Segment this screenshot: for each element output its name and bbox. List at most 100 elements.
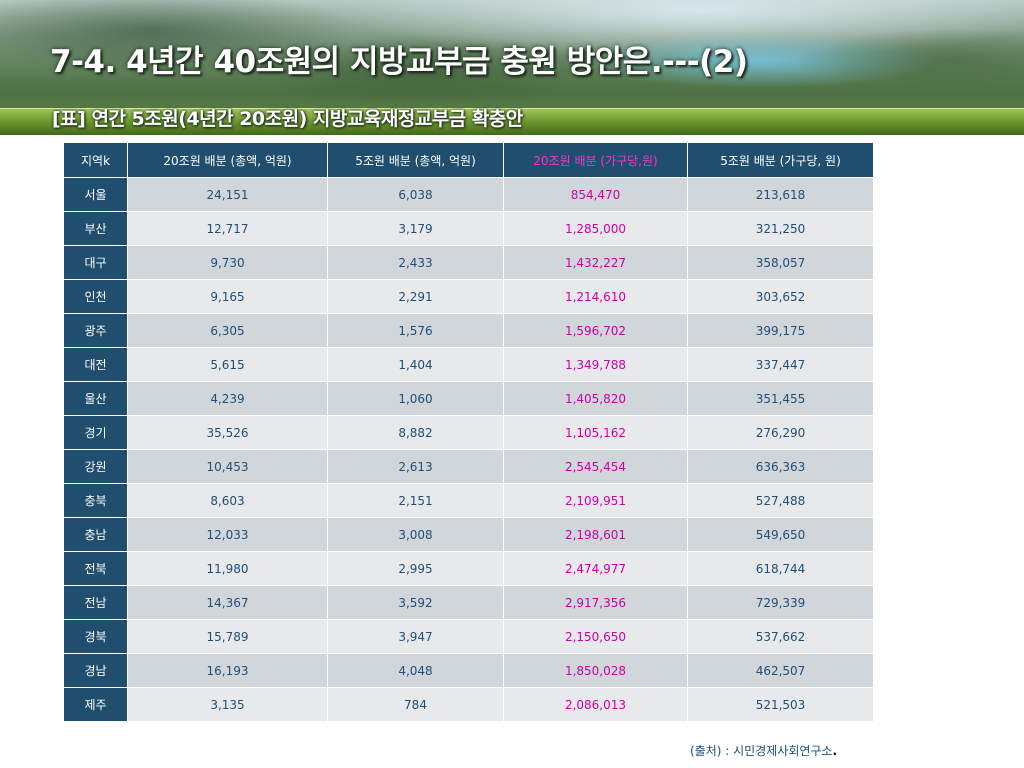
table-row: 제주 3,135 784 2,086,013 521,503	[63, 687, 874, 722]
total-5t-cell: 784	[327, 687, 504, 722]
total-20t-cell: 35,526	[127, 415, 328, 450]
household-20t-cell: 1,214,610	[503, 279, 688, 314]
household-20t-cell: 1,349,788	[503, 347, 688, 382]
household-5t-cell: 521,503	[687, 687, 874, 722]
region-cell: 대전	[63, 347, 128, 382]
household-5t-cell: 729,339	[687, 585, 874, 620]
total-20t-cell: 8,603	[127, 483, 328, 518]
banner-stripe	[0, 108, 1024, 135]
column-header-20t-per-household: 20조원 배분 (가구당,원)	[503, 142, 688, 178]
household-20t-cell: 2,545,454	[503, 449, 688, 484]
household-5t-cell: 337,447	[687, 347, 874, 382]
allocation-table-container: 지역k 20조원 배분 (총액, 억원) 5조원 배분 (총액, 억원) 20조…	[63, 142, 874, 722]
total-20t-cell: 15,789	[127, 619, 328, 654]
household-5t-cell: 462,507	[687, 653, 874, 688]
household-5t-cell: 213,618	[687, 177, 874, 212]
table-row: 대전 5,615 1,404 1,349,788 337,447	[63, 347, 874, 382]
table-body: 서울 24,151 6,038 854,470 213,618 부산 12,717 3,179…	[63, 177, 874, 722]
total-5t-cell: 4,048	[327, 653, 504, 688]
region-cell: 제주	[63, 687, 128, 722]
total-5t-cell: 2,613	[327, 449, 504, 484]
household-5t-cell: 303,652	[687, 279, 874, 314]
total-20t-cell: 9,730	[127, 245, 328, 280]
total-5t-cell: 2,433	[327, 245, 504, 280]
source-text: (출처) : 시민경제사회연구소	[690, 744, 833, 758]
table-row: 강원 10,453 2,613 2,545,454 636,363	[63, 449, 874, 484]
source-dot: .	[832, 744, 838, 758]
total-20t-cell: 24,151	[127, 177, 328, 212]
household-5t-cell: 537,662	[687, 619, 874, 654]
table-row: 경기 35,526 8,882 1,105,162 276,290	[63, 415, 874, 450]
total-20t-cell: 4,239	[127, 381, 328, 416]
table-row: 서울 24,151 6,038 854,470 213,618	[63, 177, 874, 212]
total-5t-cell: 1,404	[327, 347, 504, 382]
region-cell: 대구	[63, 245, 128, 280]
region-cell: 충남	[63, 517, 128, 552]
household-20t-cell: 1,105,162	[503, 415, 688, 450]
household-20t-cell: 1,596,702	[503, 313, 688, 348]
total-20t-cell: 16,193	[127, 653, 328, 688]
household-5t-cell: 399,175	[687, 313, 874, 348]
region-cell: 서울	[63, 177, 128, 212]
total-5t-cell: 1,576	[327, 313, 504, 348]
page-title: 7-4. 4년간 40조원의 지방교부금 충원 방안은.---(2)	[50, 44, 748, 80]
household-5t-cell: 618,744	[687, 551, 874, 586]
total-5t-cell: 3,179	[327, 211, 504, 246]
table-header-row: 지역k 20조원 배분 (총액, 억원) 5조원 배분 (총액, 억원) 20조…	[63, 142, 874, 178]
household-20t-cell: 2,198,601	[503, 517, 688, 552]
household-20t-cell: 1,432,227	[503, 245, 688, 280]
region-cell: 충북	[63, 483, 128, 518]
household-5t-cell: 549,650	[687, 517, 874, 552]
total-5t-cell: 3,008	[327, 517, 504, 552]
region-cell: 전남	[63, 585, 128, 620]
table-row: 충남 12,033 3,008 2,198,601 549,650	[63, 517, 874, 552]
table-row: 울산 4,239 1,060 1,405,820 351,455	[63, 381, 874, 416]
column-header-region: 지역k	[63, 142, 128, 178]
column-header-5t-total: 5조원 배분 (총액, 억원)	[327, 142, 504, 178]
total-20t-cell: 10,453	[127, 449, 328, 484]
total-20t-cell: 12,717	[127, 211, 328, 246]
table-row: 경북 15,789 3,947 2,150,650 537,662	[63, 619, 874, 654]
column-header-5t-per-household: 5조원 배분 (가구당, 원)	[687, 142, 874, 178]
table-row: 전남 14,367 3,592 2,917,356 729,339	[63, 585, 874, 620]
total-20t-cell: 5,615	[127, 347, 328, 382]
column-header-20t-total: 20조원 배분 (총액, 억원)	[127, 142, 328, 178]
household-20t-cell: 2,917,356	[503, 585, 688, 620]
table-row: 경남 16,193 4,048 1,850,028 462,507	[63, 653, 874, 688]
region-cell: 전북	[63, 551, 128, 586]
household-5t-cell: 636,363	[687, 449, 874, 484]
household-20t-cell: 854,470	[503, 177, 688, 212]
allocation-table: 지역k 20조원 배분 (총액, 억원) 5조원 배분 (총액, 억원) 20조…	[63, 142, 874, 722]
table-caption: [표] 연간 5조원(4년간 20조원) 지방교육재정교부금 확충안	[52, 108, 523, 130]
region-cell: 부산	[63, 211, 128, 246]
table-row: 충북 8,603 2,151 2,109,951 527,488	[63, 483, 874, 518]
region-cell: 인천	[63, 279, 128, 314]
household-20t-cell: 2,150,650	[503, 619, 688, 654]
household-5t-cell: 358,057	[687, 245, 874, 280]
table-row: 인천 9,165 2,291 1,214,610 303,652	[63, 279, 874, 314]
total-5t-cell: 8,882	[327, 415, 504, 450]
table-row: 부산 12,717 3,179 1,285,000 321,250	[63, 211, 874, 246]
table-row: 광주 6,305 1,576 1,596,702 399,175	[63, 313, 874, 348]
total-20t-cell: 6,305	[127, 313, 328, 348]
household-20t-cell: 1,850,028	[503, 653, 688, 688]
table-row: 전북 11,980 2,995 2,474,977 618,744	[63, 551, 874, 586]
region-cell: 경북	[63, 619, 128, 654]
household-5t-cell: 527,488	[687, 483, 874, 518]
total-5t-cell: 6,038	[327, 177, 504, 212]
total-5t-cell: 2,995	[327, 551, 504, 586]
total-20t-cell: 12,033	[127, 517, 328, 552]
region-cell: 울산	[63, 381, 128, 416]
region-cell: 경남	[63, 653, 128, 688]
total-20t-cell: 14,367	[127, 585, 328, 620]
household-5t-cell: 276,290	[687, 415, 874, 450]
total-20t-cell: 9,165	[127, 279, 328, 314]
region-cell: 광주	[63, 313, 128, 348]
household-20t-cell: 2,109,951	[503, 483, 688, 518]
household-20t-cell: 1,405,820	[503, 381, 688, 416]
total-5t-cell: 2,291	[327, 279, 504, 314]
household-20t-cell: 2,086,013	[503, 687, 688, 722]
total-5t-cell: 1,060	[327, 381, 504, 416]
total-5t-cell: 3,947	[327, 619, 504, 654]
household-20t-cell: 2,474,977	[503, 551, 688, 586]
